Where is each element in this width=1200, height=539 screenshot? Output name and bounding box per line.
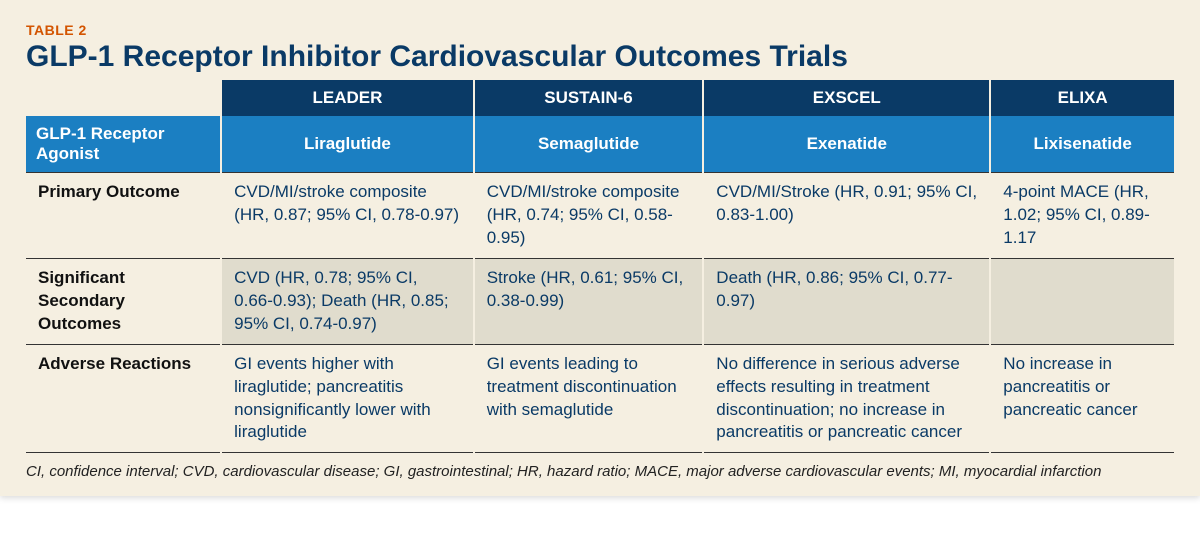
drug-header: Liraglutide (221, 116, 474, 173)
table-cell: CVD/MI/Stroke (HR, 0.91; 95% CI, 0.83-1.… (703, 173, 990, 259)
table-cell: CVD/MI/stroke composite (HR, 0.74; 95% C… (474, 173, 704, 259)
drug-header: Exenatide (703, 116, 990, 173)
table-cell: GI events leading to treatment discontin… (474, 344, 704, 453)
table-cell (990, 258, 1174, 344)
table-cell: Stroke (HR, 0.61; 95% CI, 0.38-0.99) (474, 258, 704, 344)
corner-header: GLP-1 Receptor Agonist (26, 116, 221, 173)
table-panel: TABLE 2 GLP-1 Receptor Inhibitor Cardiov… (0, 0, 1200, 496)
trial-header: EXSCEL (703, 80, 990, 116)
table-row: Significant Secondary Outcomes CVD (HR, … (26, 258, 1174, 344)
trial-header-row: LEADER SUSTAIN-6 EXSCEL ELIXA (26, 80, 1174, 116)
table-row: Adverse Reactions GI events higher with … (26, 344, 1174, 453)
trial-header: SUSTAIN-6 (474, 80, 704, 116)
trial-header: LEADER (221, 80, 474, 116)
table-title: GLP-1 Receptor Inhibitor Cardiovascular … (26, 40, 1174, 74)
table-label: TABLE 2 (26, 22, 1174, 38)
table-cell: 4-point MACE (HR, 1.02; 95% CI, 0.89-1.1… (990, 173, 1174, 259)
row-label: Adverse Reactions (26, 344, 221, 453)
table-body: Primary Outcome CVD/MI/stroke composite … (26, 173, 1174, 453)
table-cell: CVD/MI/stroke composite (HR, 0.87; 95% C… (221, 173, 474, 259)
trial-header: ELIXA (990, 80, 1174, 116)
drug-header-row: GLP-1 Receptor Agonist Liraglutide Semag… (26, 116, 1174, 173)
drug-header: Lixisenatide (990, 116, 1174, 173)
table-cell: GI events higher with liraglutide; pancr… (221, 344, 474, 453)
table-cell: No increase in pancreatitis or pancreati… (990, 344, 1174, 453)
header-blank (26, 80, 221, 116)
table-cell: Death (HR, 0.86; 95% CI, 0.77-0.97) (703, 258, 990, 344)
table-cell: CVD (HR, 0.78; 95% CI, 0.66-0.93); Death… (221, 258, 474, 344)
row-label: Significant Secondary Outcomes (26, 258, 221, 344)
table-row: Primary Outcome CVD/MI/stroke composite … (26, 173, 1174, 259)
table-footnote: CI, confidence interval; CVD, cardiovasc… (26, 453, 1174, 480)
outcomes-table: LEADER SUSTAIN-6 EXSCEL ELIXA GLP-1 Rece… (26, 80, 1174, 453)
drug-header: Semaglutide (474, 116, 704, 173)
row-label: Primary Outcome (26, 173, 221, 259)
table-cell: No difference in serious adverse effects… (703, 344, 990, 453)
